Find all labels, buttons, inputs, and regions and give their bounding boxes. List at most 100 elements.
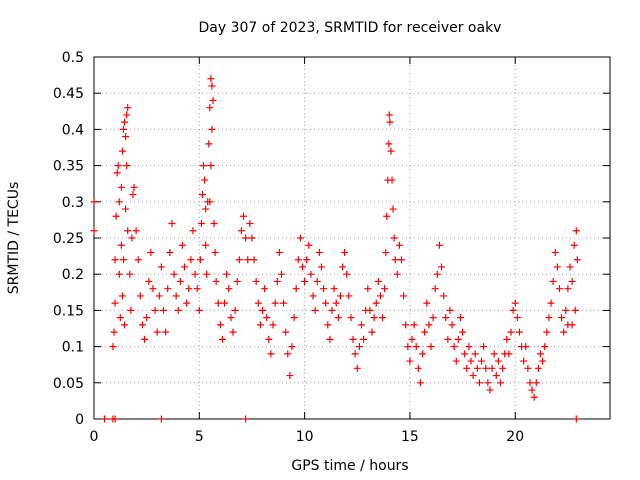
data-point — [520, 357, 528, 365]
data-point — [115, 270, 123, 278]
data-point — [203, 270, 211, 278]
data-point — [209, 96, 217, 104]
data-point — [391, 256, 399, 264]
y-tick-label: 0.05 — [53, 376, 84, 392]
data-point — [328, 306, 336, 314]
data-point — [147, 248, 155, 256]
data-point — [488, 364, 496, 372]
data-point — [218, 335, 226, 343]
data-point — [431, 285, 439, 293]
data-point — [207, 162, 215, 170]
data-point — [345, 292, 353, 300]
data-point — [416, 379, 424, 387]
data-point — [231, 306, 239, 314]
data-point — [157, 415, 165, 423]
data-point — [532, 379, 540, 387]
data-point — [459, 328, 467, 336]
data-point — [423, 299, 431, 307]
data-point — [145, 277, 153, 285]
data-point — [545, 314, 553, 322]
data-point — [467, 357, 475, 365]
data-point — [208, 125, 216, 133]
x-tick-label: 5 — [195, 429, 204, 445]
data-point — [185, 285, 193, 293]
data-point — [570, 241, 578, 249]
data-point — [256, 321, 264, 329]
data-point — [330, 285, 338, 293]
data-point — [564, 285, 572, 293]
data-point — [317, 263, 325, 271]
data-point — [183, 299, 191, 307]
data-point — [402, 321, 410, 329]
data-point — [197, 220, 205, 228]
data-point — [109, 343, 117, 351]
y-tick-label: 0.15 — [53, 303, 84, 319]
data-point — [478, 357, 486, 365]
data-point — [160, 306, 168, 314]
data-point — [541, 343, 549, 351]
data-point — [172, 292, 180, 300]
data-point — [138, 321, 146, 329]
data-point — [553, 263, 561, 271]
data-point — [334, 314, 342, 322]
data-point — [421, 328, 429, 336]
data-point — [522, 343, 530, 351]
data-point — [566, 263, 574, 271]
data-point — [435, 241, 443, 249]
data-point — [170, 270, 178, 278]
data-point — [347, 314, 355, 322]
data-point — [463, 364, 471, 372]
data-point — [176, 277, 184, 285]
y-tick-label: 0.2 — [62, 267, 84, 283]
data-point — [383, 212, 391, 220]
data-point — [400, 292, 408, 300]
data-point — [320, 285, 328, 293]
data-point — [111, 256, 119, 264]
data-point — [471, 350, 479, 358]
data-point — [200, 162, 208, 170]
data-point — [572, 227, 580, 235]
y-axis-label: SRMTID / TECUs — [6, 182, 22, 295]
data-point — [564, 321, 572, 329]
y-tick-label: 0.45 — [53, 86, 84, 102]
data-point — [376, 292, 384, 300]
data-point — [118, 292, 126, 300]
data-point — [357, 321, 365, 329]
data-point — [307, 270, 315, 278]
data-point — [164, 285, 172, 293]
data-point — [211, 248, 219, 256]
data-point — [254, 299, 262, 307]
data-point — [117, 241, 125, 249]
data-point — [393, 270, 401, 278]
data-point — [130, 183, 138, 191]
data-point — [216, 321, 224, 329]
data-point — [273, 277, 281, 285]
y-tick-label: 0.5 — [62, 50, 84, 66]
data-point — [406, 357, 414, 365]
data-point — [452, 357, 460, 365]
data-point — [374, 277, 382, 285]
data-point — [353, 364, 361, 372]
data-point — [223, 270, 231, 278]
y-tick-labels: 0 0.05 0.1 0.15 0.2 0.25 0.3 0.35 0.4 0.45 0.5 — [53, 50, 84, 428]
data-point — [404, 343, 412, 351]
data-point — [558, 314, 566, 322]
data-point — [395, 241, 403, 249]
data-point — [549, 277, 557, 285]
data-point — [390, 234, 398, 242]
data-point — [385, 111, 393, 119]
data-point — [355, 343, 363, 351]
data-point — [425, 321, 433, 329]
data-point — [440, 292, 448, 300]
data-point — [265, 335, 273, 343]
data-point — [555, 285, 563, 293]
data-point — [573, 256, 581, 264]
data-point — [136, 292, 144, 300]
data-point — [121, 118, 129, 126]
data-point — [433, 270, 441, 278]
data-point — [461, 350, 469, 358]
data-point — [269, 321, 277, 329]
data-point — [122, 133, 130, 141]
data-point — [386, 118, 394, 126]
